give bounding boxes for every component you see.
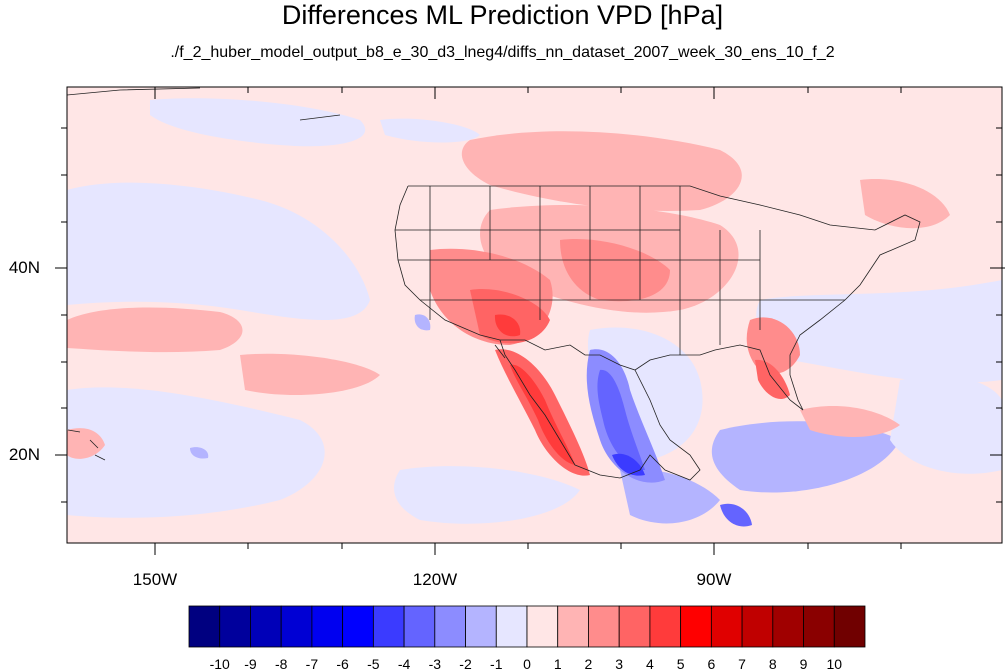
map-subtitle: ./f_2_huber_model_output_b8_e_30_d3_lneg… xyxy=(170,44,835,61)
lon-ticks xyxy=(154,87,902,555)
lat-label-40n: 40N xyxy=(8,258,40,277)
colorbar-box-7 xyxy=(403,605,436,648)
colorbar-label: -9 xyxy=(244,656,257,672)
colorbar-label: 0 xyxy=(523,656,531,672)
colorbar-label: -6 xyxy=(336,656,349,672)
colorbar-label: 9 xyxy=(799,656,808,672)
colorbar-label: -4 xyxy=(397,656,411,672)
lon-label-90w: 90W xyxy=(696,570,732,589)
colorbar-box-4 xyxy=(311,605,344,648)
colorbar-box-16 xyxy=(680,605,712,648)
colorbar-label: -2 xyxy=(459,656,472,672)
colorbar-box-19 xyxy=(772,605,804,648)
colorbar-label: 5 xyxy=(676,656,685,672)
colorbar-label: 2 xyxy=(584,656,593,672)
colorbar-box-17 xyxy=(710,605,743,648)
lon-label-150w: 150W xyxy=(132,570,178,589)
colorbar-box-20 xyxy=(803,605,835,648)
colorbar-box-14 xyxy=(618,605,651,648)
colorbar-box-11 xyxy=(526,605,559,648)
colorbar-box-10 xyxy=(495,605,528,648)
colorbar-label: -1 xyxy=(490,656,503,672)
colorbar-box-2 xyxy=(250,605,282,648)
colorbar-label: 8 xyxy=(768,656,777,672)
map-title: Differences ML Prediction VPD [hPa] xyxy=(281,0,724,30)
colorbar-label: -8 xyxy=(274,656,288,672)
colorbar-box-12 xyxy=(557,605,589,648)
colorbar-box-18 xyxy=(741,605,774,648)
colorbar-box-13 xyxy=(588,605,620,648)
lat-ticks xyxy=(55,127,1005,503)
colorbar-label: 4 xyxy=(646,656,654,672)
colorbar-box-15 xyxy=(649,605,682,648)
colorbar-label: -5 xyxy=(367,656,380,672)
colorbar-label: -10 xyxy=(209,656,230,672)
colorbar-box-5 xyxy=(342,605,374,648)
colorbar-box-8 xyxy=(434,605,466,648)
colorbar-label: 6 xyxy=(707,656,716,672)
colorbar-label: -7 xyxy=(305,656,319,672)
colorbar xyxy=(188,605,866,648)
colorbar-label: 1 xyxy=(553,656,562,672)
colorbar-label: -3 xyxy=(428,656,442,672)
colorbar-box-3 xyxy=(280,605,313,648)
colorbar-box-21 xyxy=(833,605,866,648)
colorbar-box-0 xyxy=(188,605,221,648)
colorbar-box-1 xyxy=(219,605,251,648)
colorbar-box-6 xyxy=(372,605,405,648)
lat-label-20n: 20N xyxy=(8,445,40,464)
colorbar-label: 3 xyxy=(615,656,624,672)
colorbar-box-9 xyxy=(465,605,497,648)
colorbar-label: 10 xyxy=(826,656,843,672)
colorbar-label: 7 xyxy=(738,656,746,672)
lon-label-120w: 120W xyxy=(412,570,458,589)
map-field xyxy=(67,87,1002,543)
